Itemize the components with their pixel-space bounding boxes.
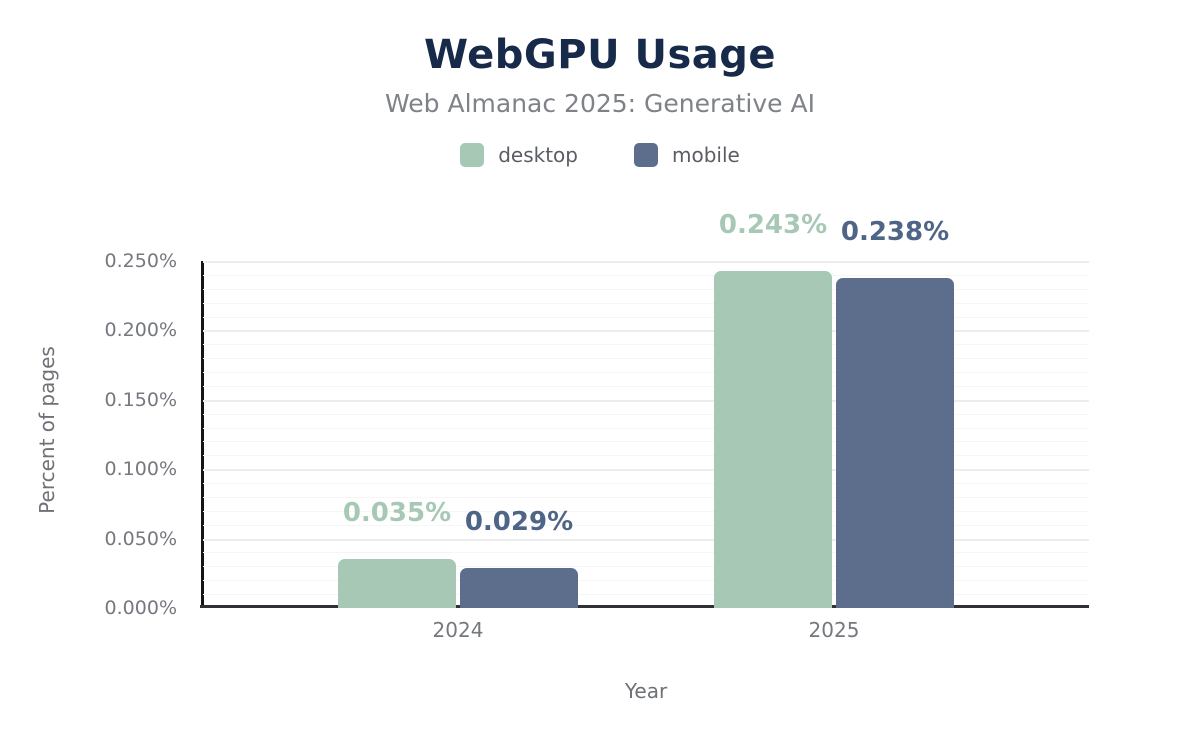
y-tick-label: 0.200%	[104, 319, 177, 342]
minor-gridline	[203, 358, 1089, 360]
minor-gridline	[203, 496, 1089, 498]
minor-gridline	[203, 288, 1089, 290]
minor-gridline	[203, 580, 1089, 582]
value-label-mobile-2024: 0.029%	[464, 506, 574, 537]
y-axis-line	[201, 261, 204, 608]
major-gridline	[203, 538, 1089, 541]
legend-label-mobile: mobile	[671, 143, 740, 167]
legend-item-desktop[interactable]: desktop	[460, 143, 578, 167]
plot-area: 0.035% 0.029% 2024 0.243% 0.238% 2025	[200, 212, 1089, 642]
major-gridline	[203, 261, 1089, 263]
chart-title: WebGPU Usage	[423, 32, 777, 78]
y-tick-label: 0.050%	[104, 527, 177, 550]
value-label-desktop-2024: 0.035%	[342, 498, 452, 529]
major-gridline	[203, 399, 1089, 402]
y-tick-label: 0.150%	[104, 388, 177, 411]
major-gridline	[203, 469, 1089, 472]
x-category-label-2024: 2024	[432, 618, 484, 642]
bar-desktop-2024	[337, 559, 456, 608]
minor-gridline	[203, 427, 1089, 429]
chart-subtitle: Web Almanac 2025: Generative AI	[385, 89, 815, 118]
desktop-swatch-icon	[460, 143, 485, 167]
x-axis-line	[200, 605, 1089, 608]
y-tick-label: 0.250%	[104, 250, 177, 272]
y-tick-label: 0.100%	[104, 458, 177, 481]
minor-gridline	[203, 552, 1089, 554]
legend: desktop mobile	[0, 143, 1200, 167]
minor-gridline	[203, 344, 1089, 346]
mobile-swatch-icon	[633, 143, 658, 167]
legend-item-mobile[interactable]: mobile	[633, 143, 740, 167]
bar-mobile-2024	[459, 567, 578, 608]
major-gridline	[203, 330, 1089, 333]
x-axis-title: Year	[624, 679, 668, 703]
minor-gridline	[203, 372, 1089, 374]
bar-mobile-2025	[836, 277, 954, 608]
minor-gridline	[203, 316, 1089, 318]
value-label-desktop-2025: 0.243%	[718, 209, 828, 240]
legend-label-desktop: desktop	[498, 143, 578, 167]
y-axis-title: Percent of pages	[35, 346, 59, 514]
minor-gridline	[203, 441, 1089, 443]
bar-desktop-2025	[714, 270, 832, 608]
minor-gridline	[203, 274, 1089, 276]
minor-gridline	[203, 413, 1089, 415]
y-axis-ticks: 0.000% 0.050% 0.100% 0.150% 0.200% 0.250%	[0, 250, 190, 619]
minor-gridline	[203, 455, 1089, 457]
minor-gridline	[203, 510, 1089, 512]
minor-gridline	[203, 483, 1089, 485]
minor-gridline	[203, 385, 1089, 387]
minor-gridline	[203, 566, 1089, 568]
value-label-mobile-2025: 0.238%	[840, 216, 950, 247]
minor-gridline	[203, 524, 1089, 526]
minor-gridline	[203, 302, 1089, 304]
y-tick-label: 0.000%	[104, 597, 177, 619]
x-category-label-2025: 2025	[808, 618, 860, 642]
minor-gridline	[203, 594, 1089, 596]
